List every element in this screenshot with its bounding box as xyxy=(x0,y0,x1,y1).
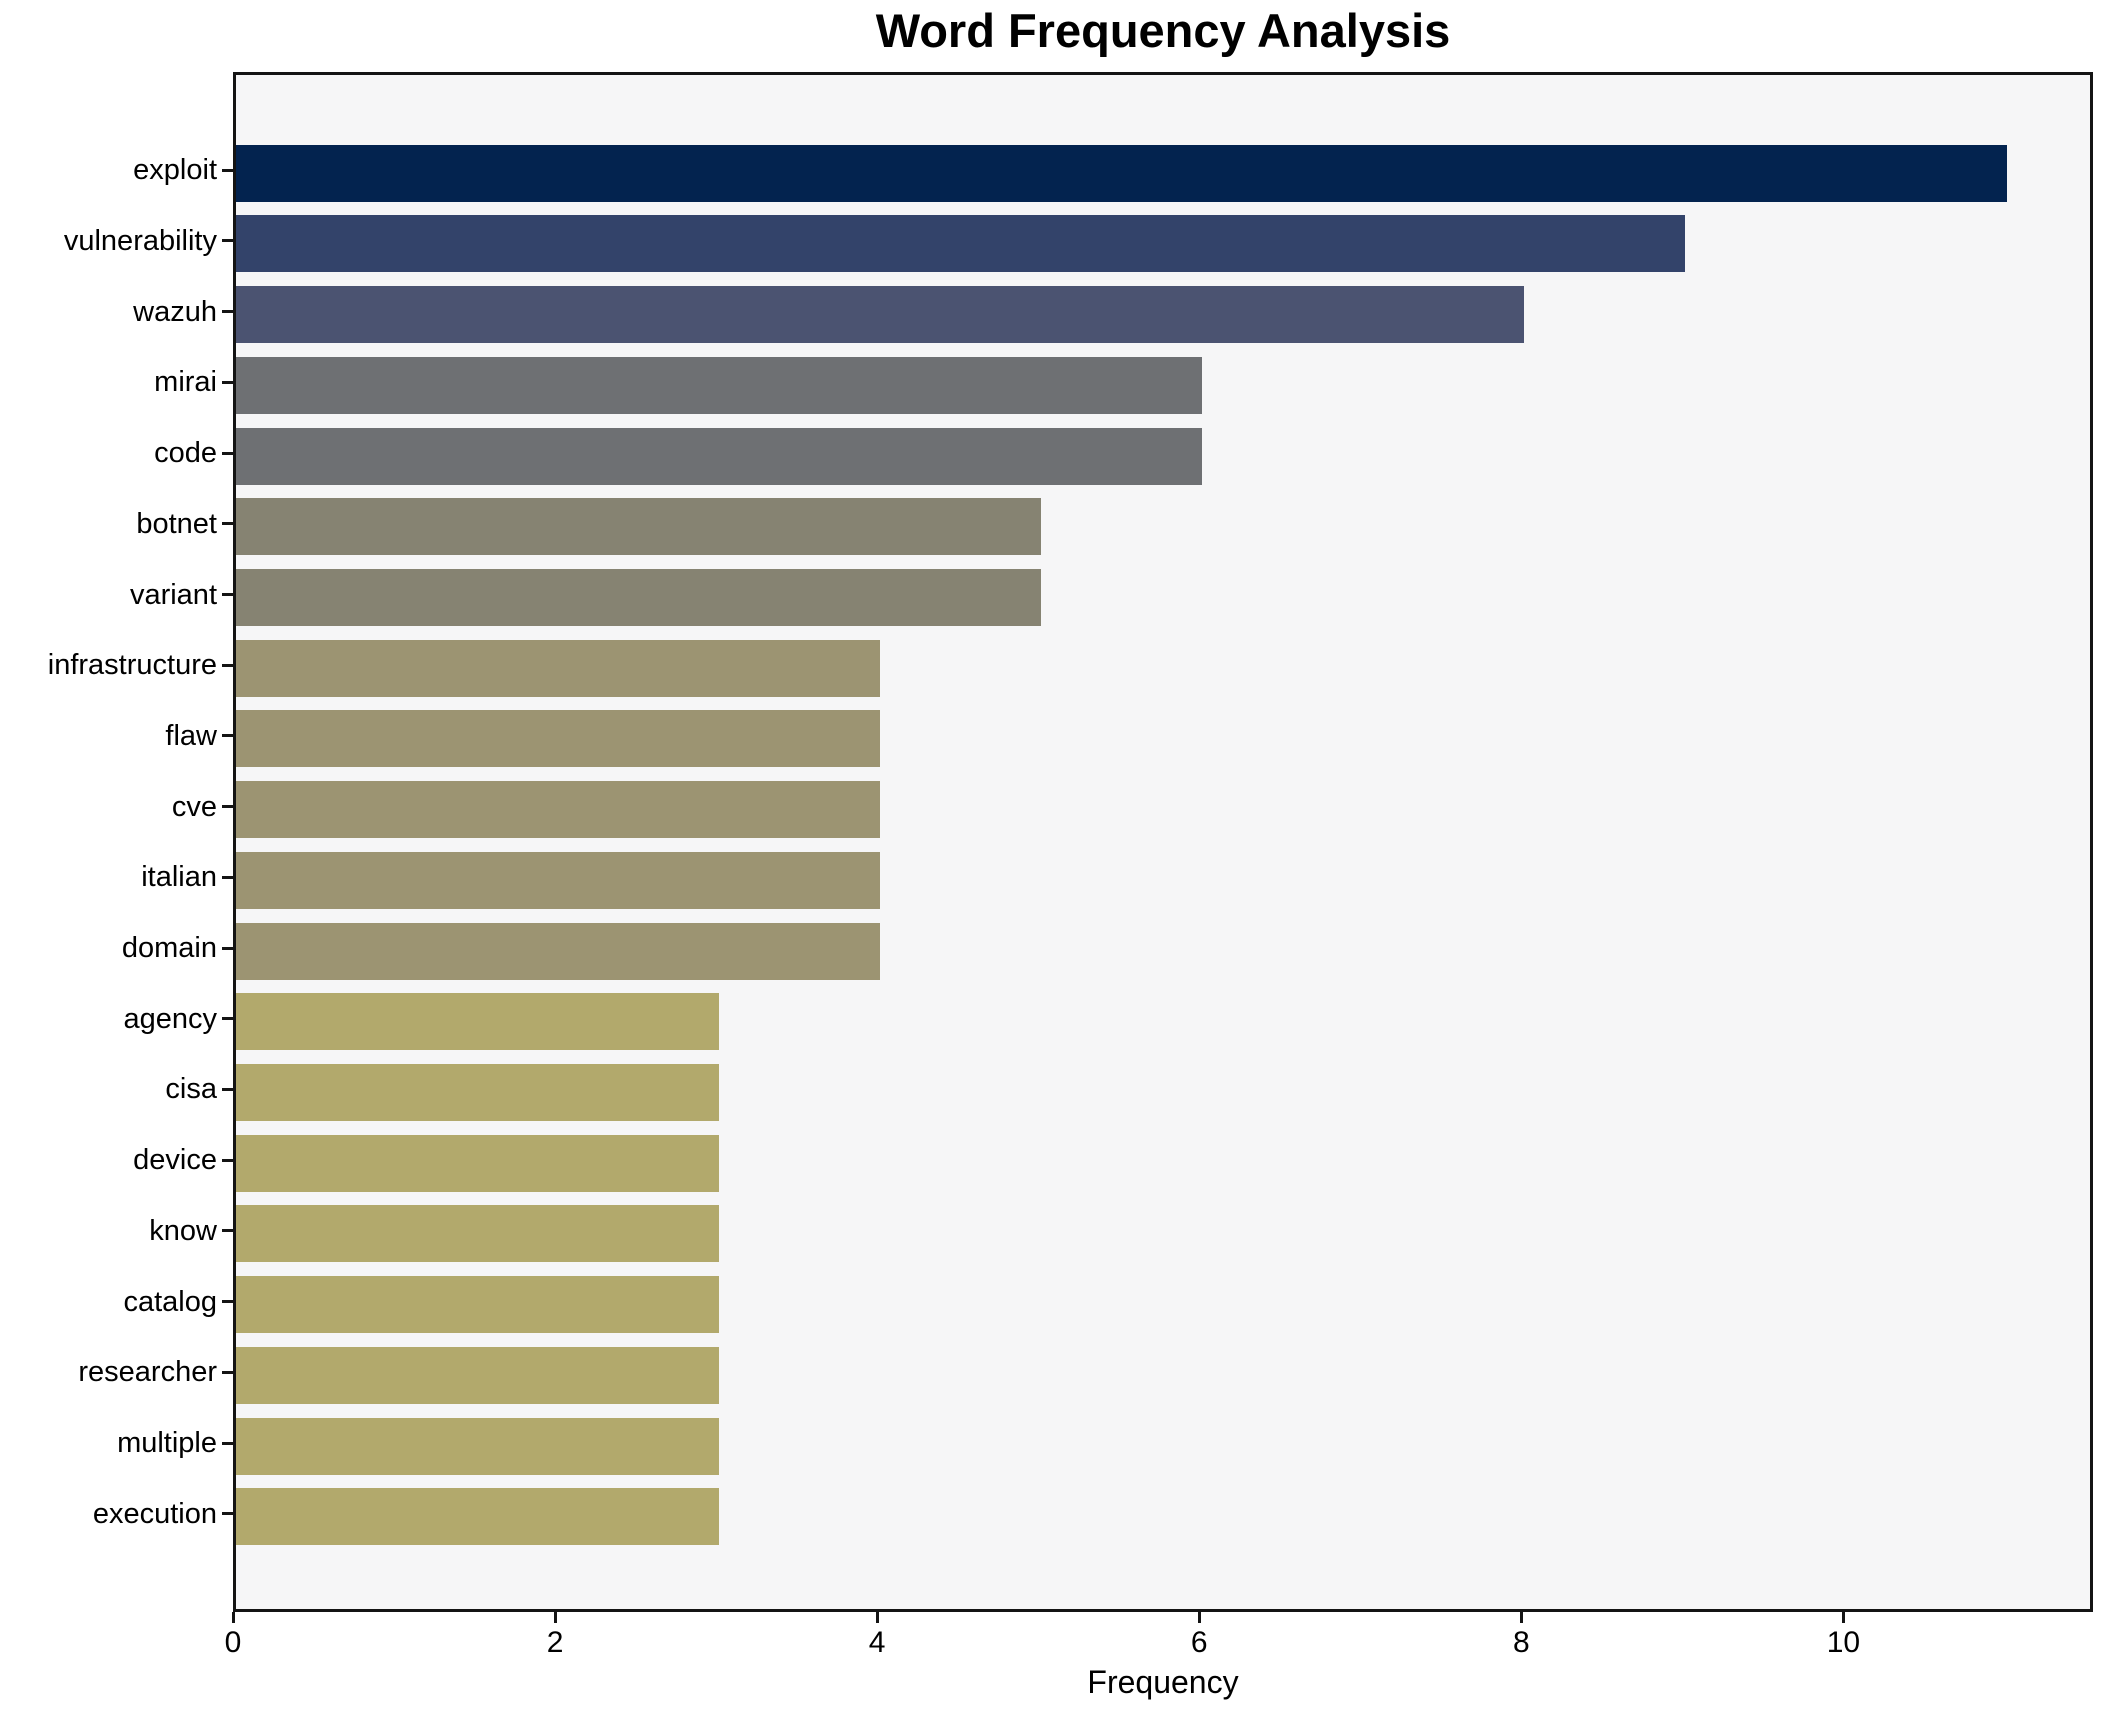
ytick-label-mirai: mirai xyxy=(154,366,217,399)
xtick-mark-0 xyxy=(231,1612,235,1623)
ytick-mark xyxy=(222,593,233,597)
bars-layer xyxy=(236,75,2090,1609)
bar-cve xyxy=(236,781,881,839)
bar-domain xyxy=(236,922,881,980)
ytick-label-domain: domain xyxy=(121,932,217,965)
ytick-label-infrastructure: infrastructure xyxy=(47,649,217,682)
ytick-mark xyxy=(222,946,233,950)
ytick-mark xyxy=(222,1441,233,1445)
plot-area xyxy=(233,72,2093,1612)
bar-catalog xyxy=(236,1276,720,1334)
bar-agency xyxy=(236,993,720,1051)
ytick-label-catalog: catalog xyxy=(123,1285,217,1318)
ytick-label-researcher: researcher xyxy=(78,1356,217,1389)
xtick-mark-6 xyxy=(1197,1612,1201,1623)
bar-wazuh xyxy=(236,286,1525,344)
ytick-label-execution: execution xyxy=(92,1497,217,1530)
xtick-mark-4 xyxy=(875,1612,879,1623)
chart-title: Word Frequency Analysis xyxy=(875,4,1451,57)
ytick-mark xyxy=(222,663,233,667)
ytick-label-cve: cve xyxy=(171,790,217,823)
ytick-label-botnet: botnet xyxy=(136,507,217,540)
ytick-label-exploit: exploit xyxy=(133,154,217,187)
bar-device xyxy=(236,1134,720,1192)
x-axis-label: Frequency xyxy=(1087,1664,1239,1700)
bar-mirai xyxy=(236,356,1203,414)
bar-multiple xyxy=(236,1417,720,1475)
bar-infrastructure xyxy=(236,639,881,697)
ytick-mark xyxy=(222,1087,233,1091)
bar-italian xyxy=(236,851,881,909)
ytick-mark xyxy=(222,1158,233,1162)
ytick-label-variant: variant xyxy=(129,578,217,611)
bar-vulnerability xyxy=(236,215,1686,273)
xtick-mark-8 xyxy=(1519,1612,1523,1623)
ytick-label-multiple: multiple xyxy=(117,1427,217,1459)
ytick-mark xyxy=(222,1370,233,1374)
ytick-mark xyxy=(222,451,233,455)
xtick-label-6: 6 xyxy=(1190,1626,1208,1659)
ytick-mark xyxy=(222,168,233,172)
ytick-mark xyxy=(222,1512,233,1516)
ytick-mark xyxy=(222,522,233,526)
bar-execution xyxy=(236,1488,720,1546)
xtick-label-8: 8 xyxy=(1512,1626,1530,1659)
ytick-mark xyxy=(222,734,233,738)
ytick-label-flaw: flaw xyxy=(165,719,217,752)
bar-variant xyxy=(236,569,1042,627)
bar-botnet xyxy=(236,498,1042,556)
ytick-label-wazuh: wazuh xyxy=(133,295,217,328)
bar-cisa xyxy=(236,1063,720,1121)
bar-code xyxy=(236,427,1203,485)
ytick-label-device: device xyxy=(133,1144,217,1177)
ytick-mark xyxy=(222,805,233,809)
bar-know xyxy=(236,1205,720,1263)
ytick-mark xyxy=(222,239,233,243)
ytick-mark xyxy=(222,380,233,384)
xtick-label-10: 10 xyxy=(1826,1626,1861,1659)
ytick-label-code: code xyxy=(154,437,217,470)
ytick-label-cisa: cisa xyxy=(165,1073,217,1106)
ytick-label-know: know xyxy=(149,1214,217,1247)
ytick-label-italian: italian xyxy=(141,861,217,894)
ytick-mark xyxy=(222,1017,233,1021)
ytick-label-agency: agency xyxy=(123,1002,217,1035)
xtick-label-4: 4 xyxy=(868,1626,886,1659)
xtick-mark-10 xyxy=(1841,1612,1845,1623)
ytick-mark xyxy=(222,875,233,879)
ytick-mark xyxy=(222,310,233,314)
xtick-mark-2 xyxy=(553,1612,557,1623)
ytick-label-vulnerability: vulnerability xyxy=(63,224,217,257)
bar-flaw xyxy=(236,710,881,768)
xtick-label-2: 2 xyxy=(546,1626,564,1659)
bar-exploit xyxy=(236,144,2008,202)
ytick-mark xyxy=(222,1229,233,1233)
bar-researcher xyxy=(236,1346,720,1404)
ytick-mark xyxy=(222,1300,233,1304)
xtick-label-0: 0 xyxy=(224,1626,242,1659)
